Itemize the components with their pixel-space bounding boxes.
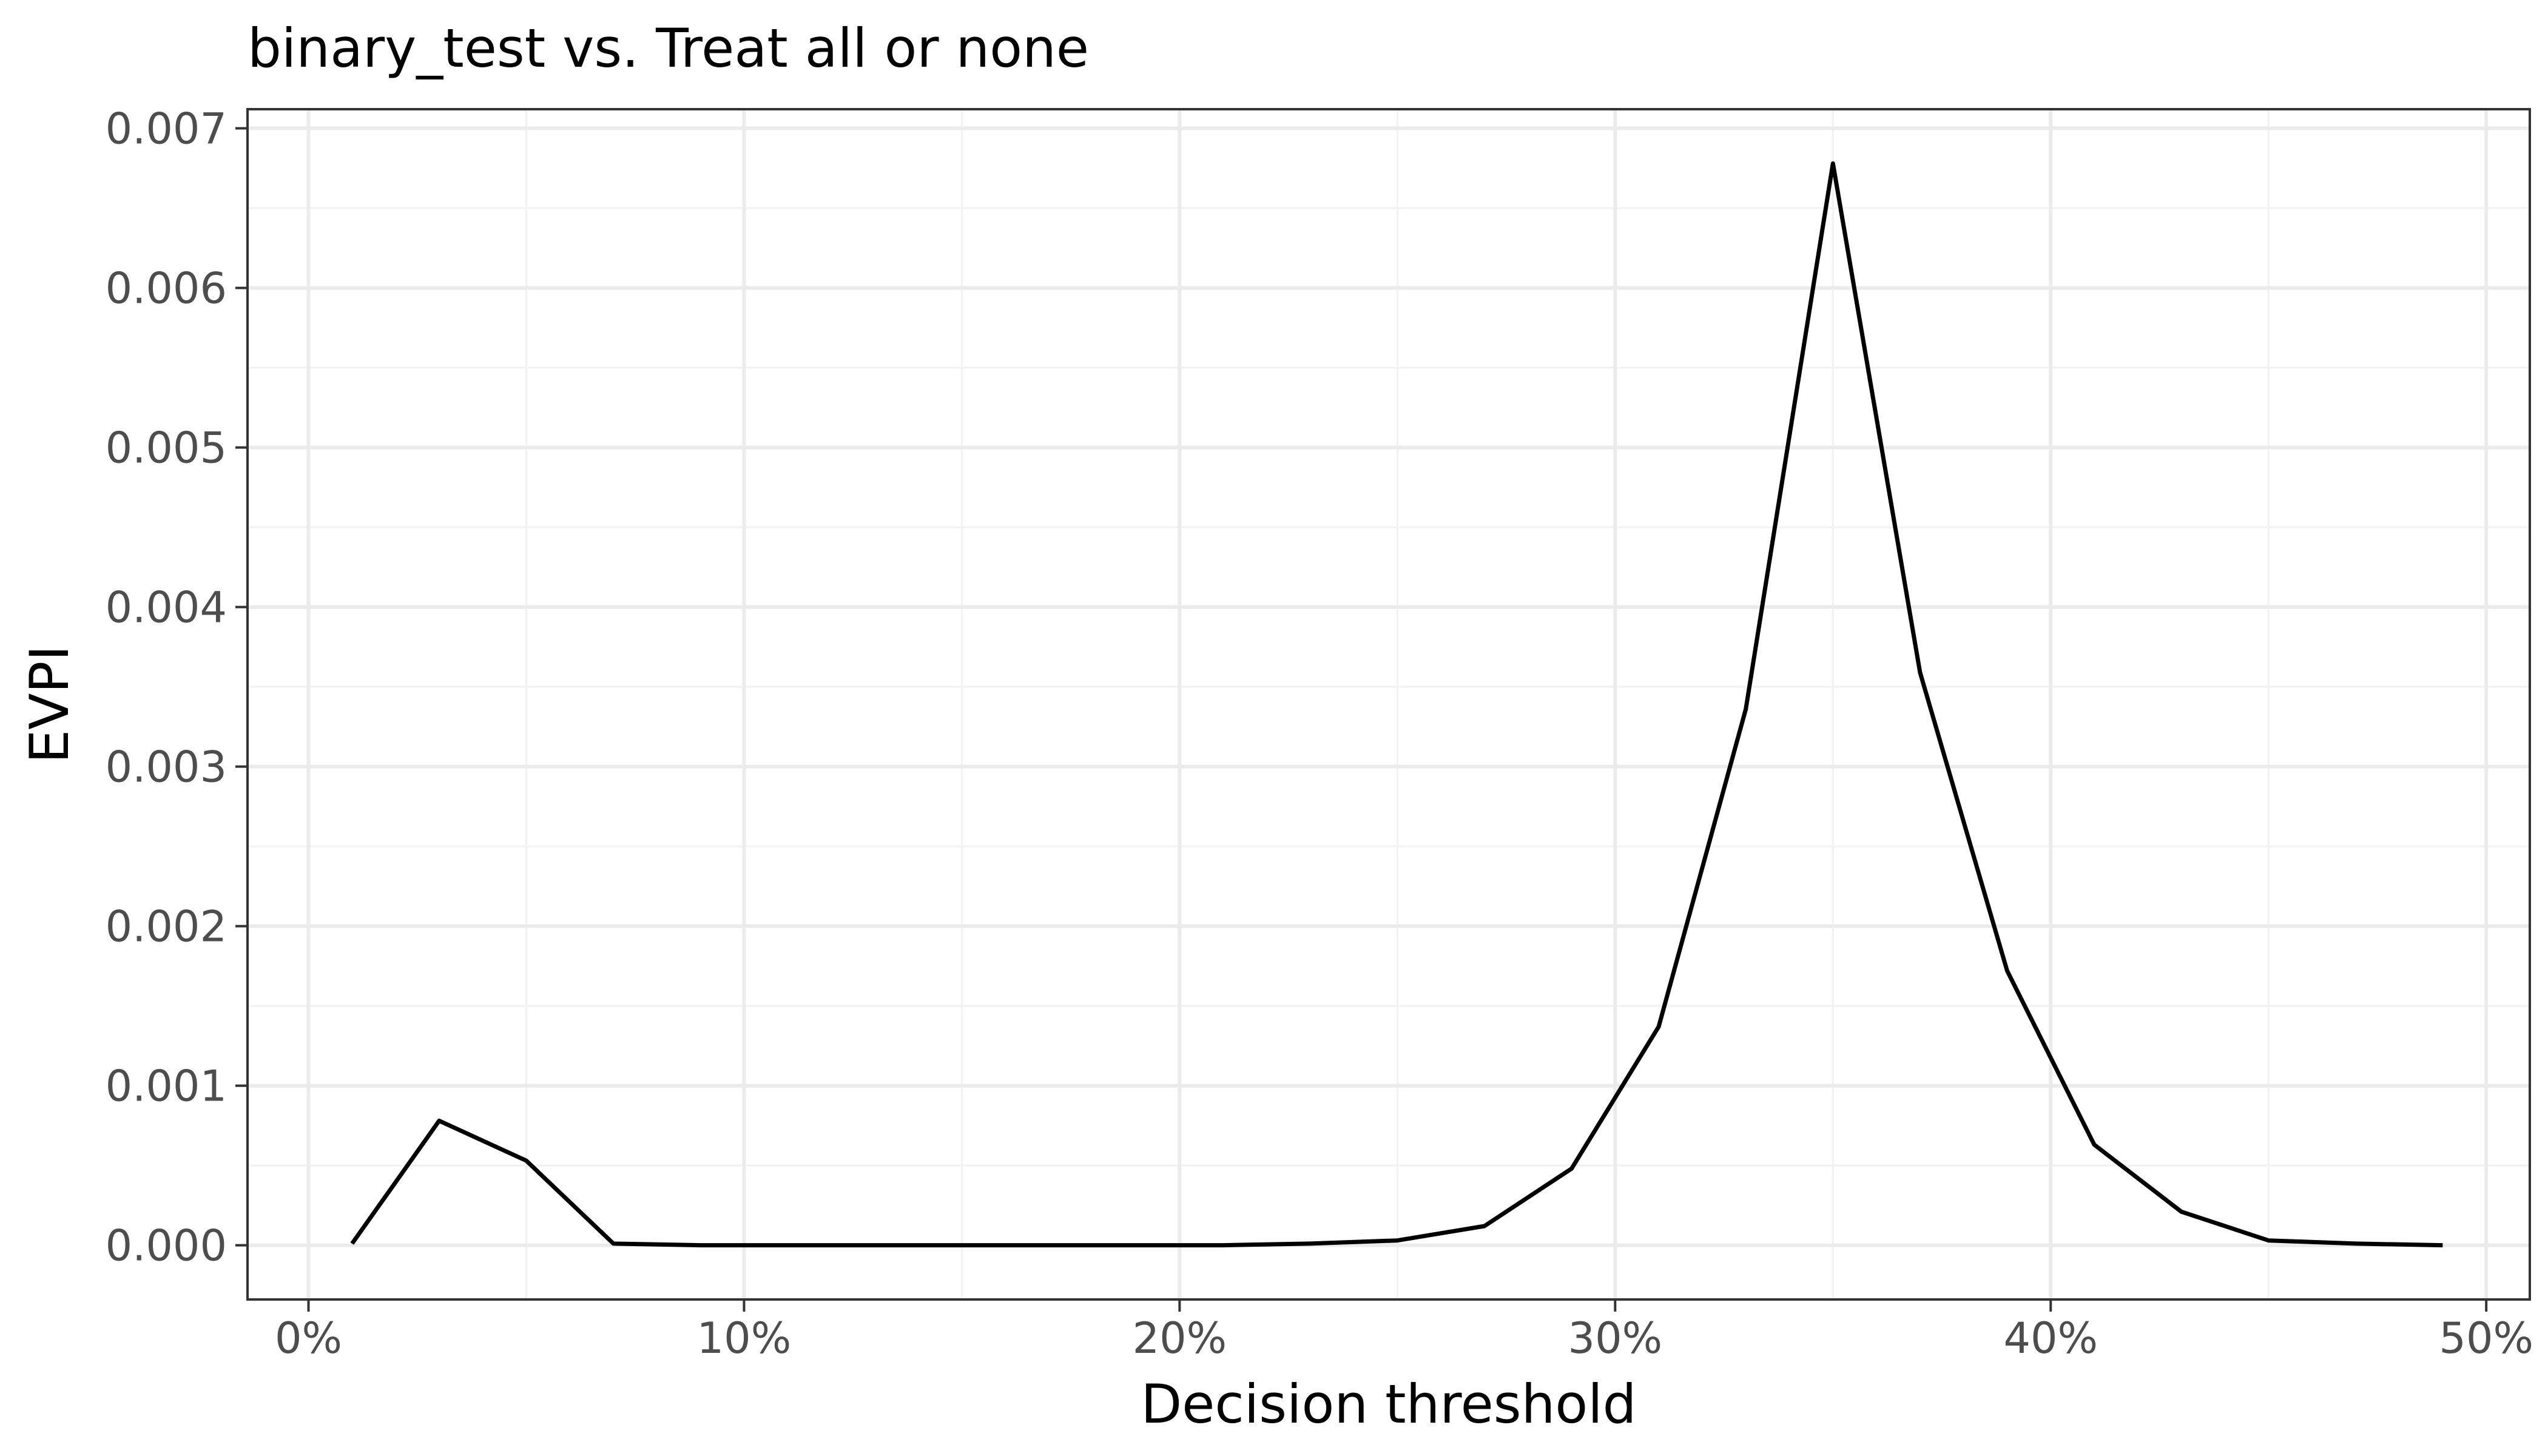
- x-tick-label: 20%: [1133, 1313, 1227, 1363]
- x-axis: 0% 10% 20% 30% 40% 50%: [275, 1299, 2533, 1363]
- y-tick-label: 0.007: [106, 104, 227, 154]
- y-tick-label: 0.005: [106, 423, 227, 473]
- major-gridlines: [248, 109, 2530, 1299]
- x-tick-label: 50%: [2439, 1313, 2533, 1363]
- series-layer: [350, 161, 2443, 1248]
- x-axis-title: Decision threshold: [1141, 1373, 1636, 1435]
- y-tick-label: 0.000: [106, 1221, 227, 1271]
- chart-title: binary_test vs. Treat all or none: [248, 17, 1089, 79]
- y-tick-label: 0.001: [106, 1062, 227, 1111]
- y-tick-label: 0.003: [106, 743, 227, 792]
- y-axis-title: EVPI: [18, 645, 81, 764]
- y-tick-label: 0.004: [106, 583, 227, 633]
- minor-gridlines: [248, 109, 2530, 1299]
- plot-panel: [246, 108, 2531, 1301]
- x-tick-label: 0%: [275, 1313, 342, 1363]
- y-tick-label: 0.002: [106, 902, 227, 952]
- evpi-series-line: [350, 161, 2443, 1248]
- y-tick-label: 0.006: [106, 264, 227, 314]
- x-tick-label: 10%: [697, 1313, 792, 1363]
- x-tick-label: 30%: [1568, 1313, 1663, 1363]
- y-axis: 0.000 0.001 0.002 0.003 0.004 0.005 0.006 0.007: [106, 104, 248, 1271]
- x-tick-label: 40%: [2003, 1313, 2098, 1363]
